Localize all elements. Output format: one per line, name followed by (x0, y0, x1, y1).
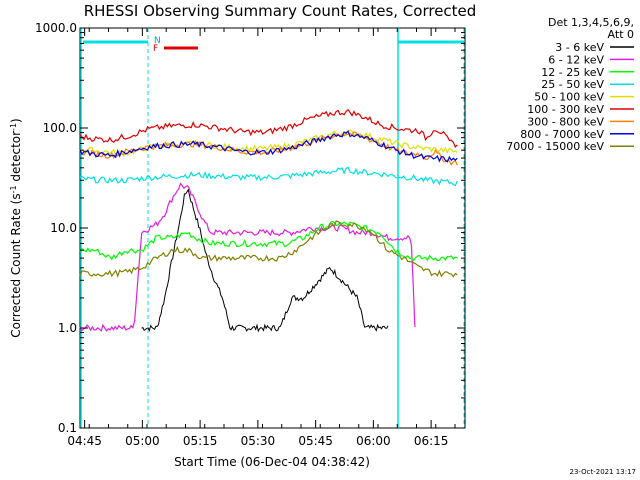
axis-ticks: 0.1 1.0 10.0 100.0 1000.0 04:45 05:00 05:15 05:3… (35, 21, 465, 448)
series-line (79, 220, 458, 278)
flag-n-label: N (154, 36, 161, 46)
x-tick-label: 04:45 (67, 434, 102, 448)
legend-label: 7000 - 15000 keV (506, 140, 604, 153)
flag-markers: NF (153, 36, 198, 54)
y-axis-label-sup2: -1 (9, 123, 18, 131)
x-axis-label: Start Time (06-Dec-04 04:38:42) (174, 455, 370, 469)
series-line (79, 220, 458, 262)
y-axis-label-end: ) (9, 118, 23, 123)
series-line (141, 188, 389, 333)
y-axis-label-main: Corrected Count Rate (s (9, 193, 23, 337)
x-tick-label: 06:15 (414, 434, 449, 448)
y-tick-label: 0.1 (58, 421, 77, 435)
x-tick-label: 05:15 (183, 434, 218, 448)
series-line (79, 130, 458, 163)
legend-label: 100 - 300 keV (527, 103, 604, 116)
series-line (79, 166, 458, 187)
flag-f-label: F (153, 44, 158, 54)
series-group (79, 108, 458, 333)
legend-label: 25 - 50 keV (541, 78, 604, 91)
legend-header: Att 0 (608, 28, 634, 41)
chart-title: RHESSI Observing Summary Count Rates, Co… (84, 2, 477, 20)
x-tick-label: 05:00 (125, 434, 160, 448)
y-tick-label: 1.0 (58, 321, 77, 335)
y-axis-label: Corrected Count Rate (s-1 detector-1) (9, 118, 24, 337)
x-tick-label: 05:45 (298, 434, 333, 448)
y-axis-label-mid: detector (9, 131, 23, 186)
legend-label: 3 - 6 keV (555, 41, 604, 54)
attenuator-markers (80, 28, 465, 428)
series-line (79, 182, 416, 333)
legend-label: 6 - 12 keV (548, 53, 604, 66)
legend-label: 800 - 7000 keV (520, 128, 604, 141)
legend-label: 12 - 25 keV (541, 66, 604, 79)
y-tick-label: 10.0 (50, 221, 77, 235)
legend-label: 50 - 100 keV (534, 91, 604, 104)
series-line (79, 108, 458, 148)
x-tick-label: 05:30 (241, 434, 276, 448)
x-tick-label: 06:00 (356, 434, 391, 448)
footer-timestamp: 23-Oct-2021 13:17 (570, 468, 636, 476)
plot-frame (79, 27, 466, 429)
legend-label: 300 - 800 keV (527, 115, 604, 128)
y-axis-label-sup1: -1 (9, 185, 18, 193)
y-tick-label: 100.0 (43, 121, 77, 135)
y-tick-label: 1000.0 (35, 21, 77, 35)
legend-header: Det 1,3,4,5,6,9, (548, 16, 634, 29)
